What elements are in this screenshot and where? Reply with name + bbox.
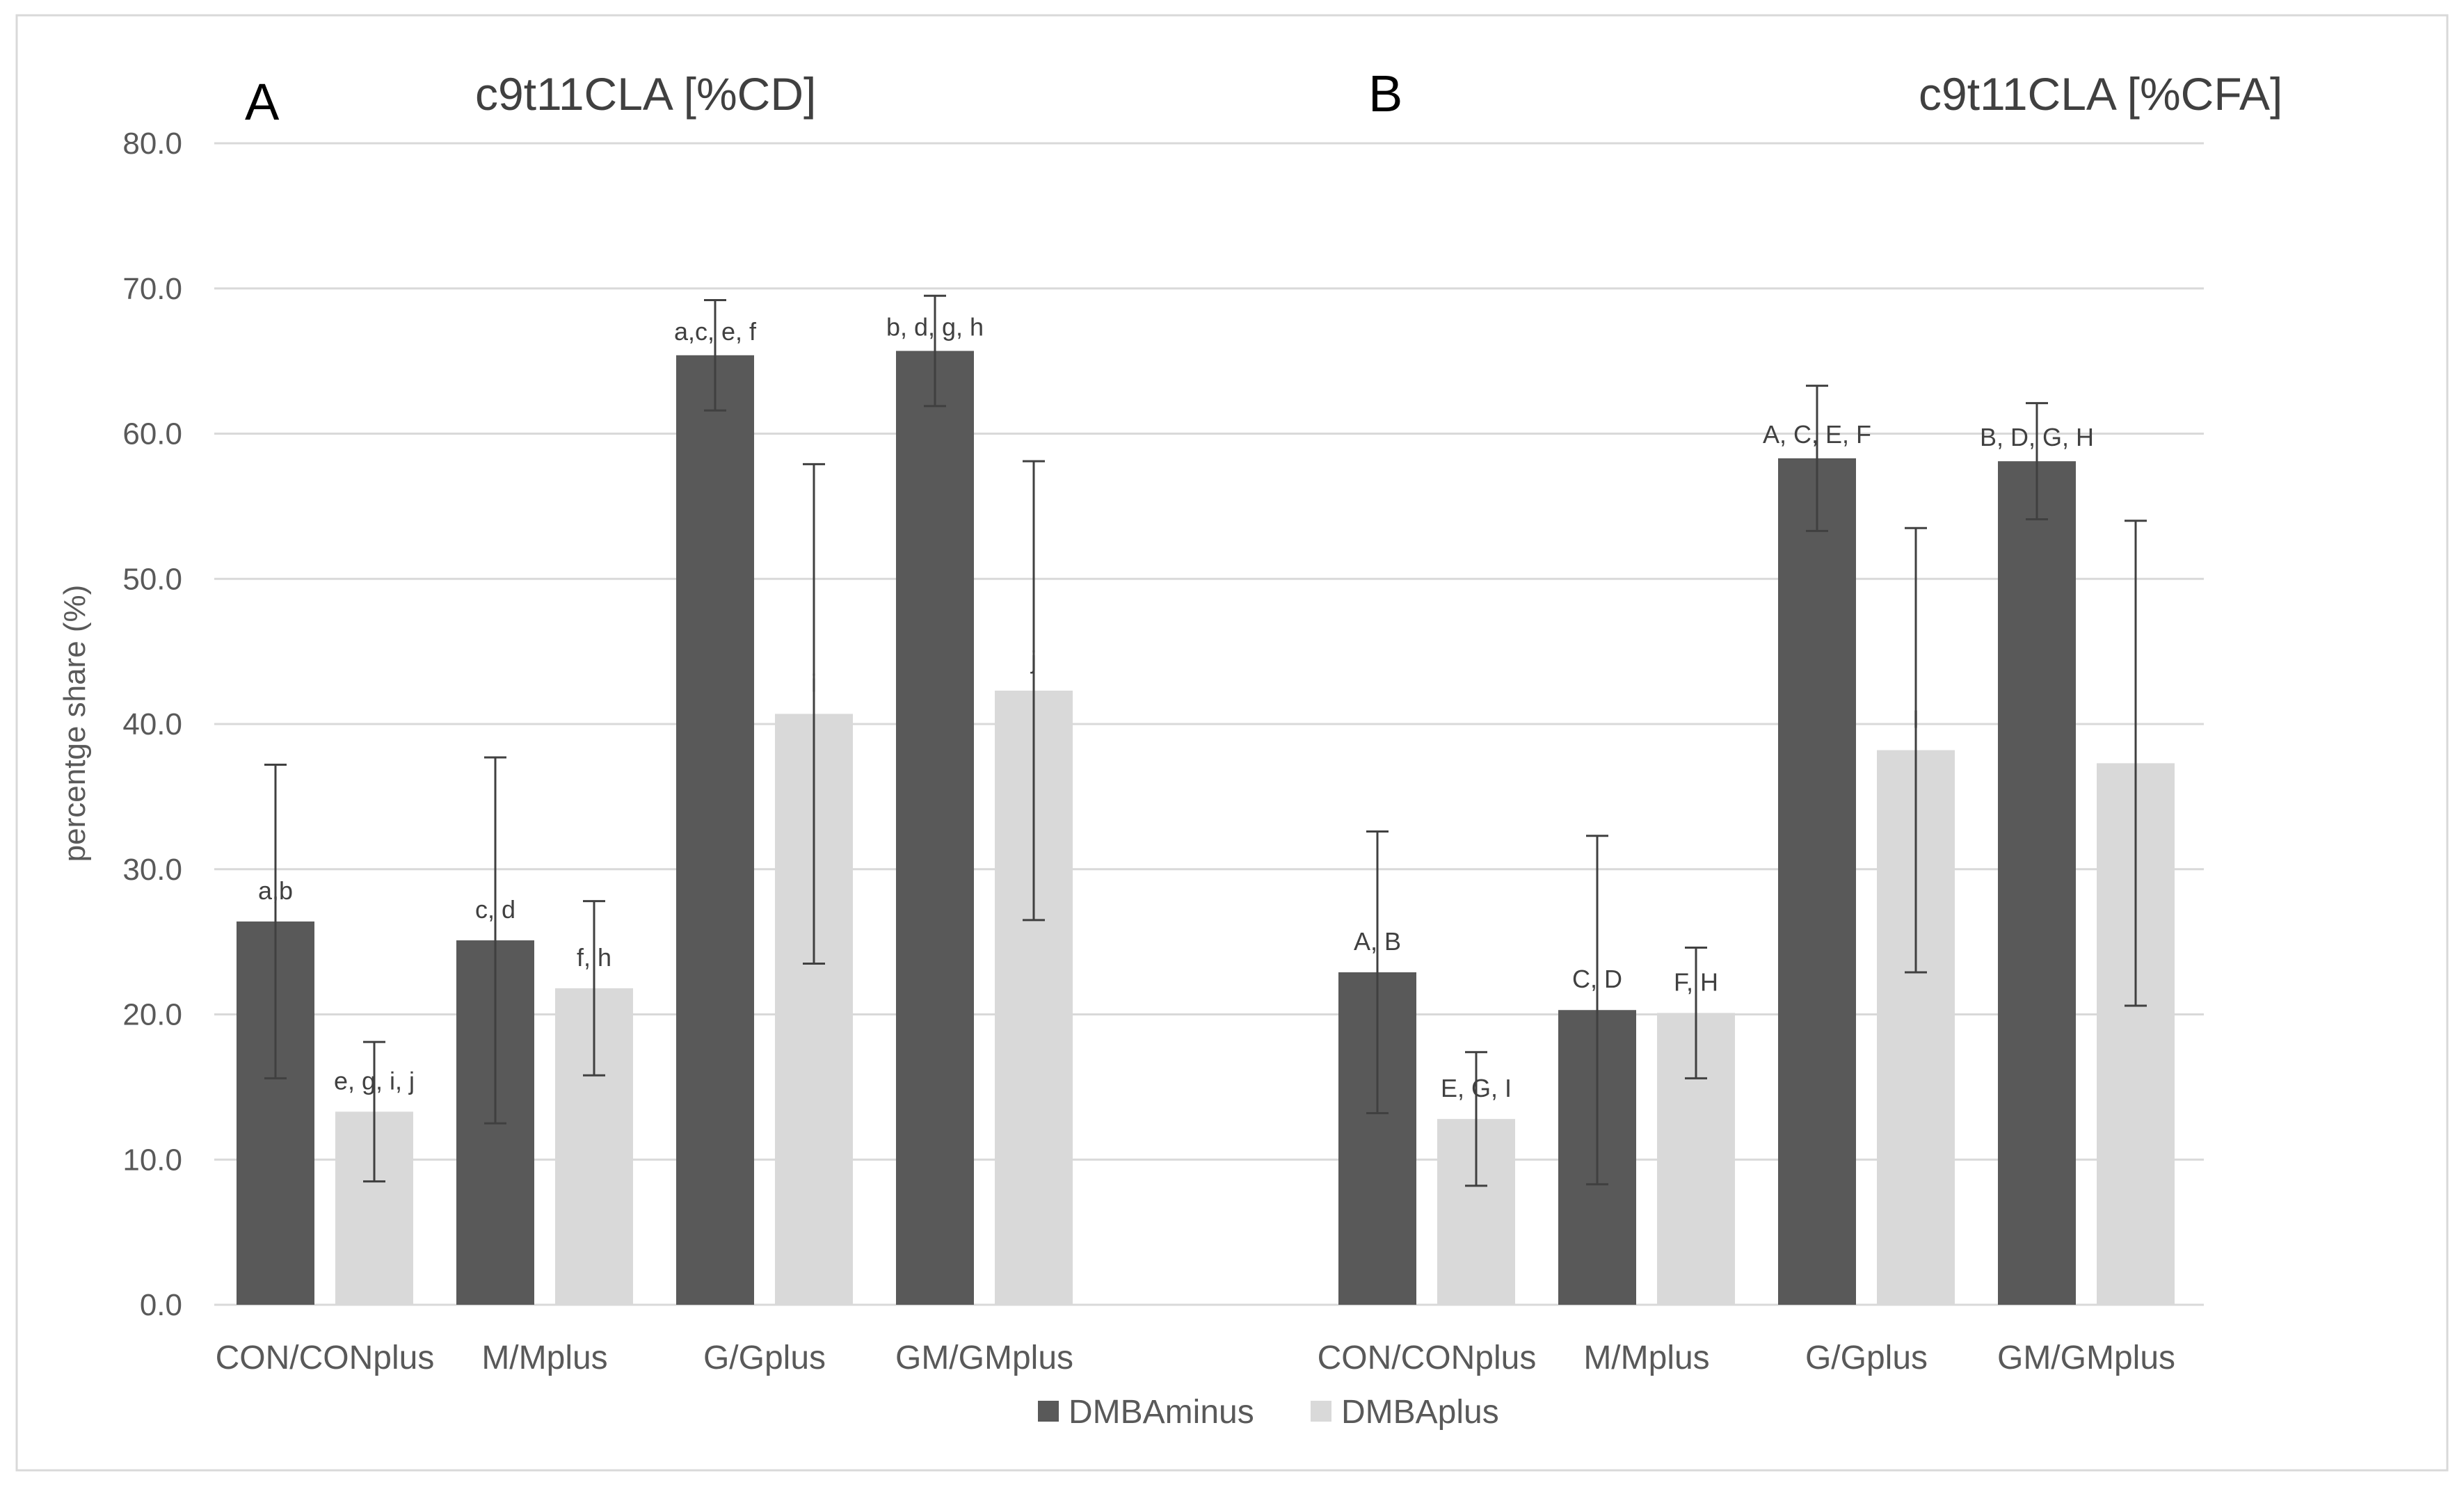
y-tick-label: 30.0: [122, 853, 182, 887]
legend-swatch-dmbaplus: [1311, 1401, 1331, 1422]
panel-title-b: c9t11CLA [%CFA]: [1919, 68, 2282, 120]
y-tick-label: 20.0: [122, 998, 182, 1032]
bar: [676, 355, 754, 1305]
significance-label: f, h: [577, 943, 611, 972]
significance-label: a,c, e, f: [674, 317, 757, 346]
legend: DMBAminus DMBAplus: [1038, 1394, 1499, 1431]
category-label: GM/GMplus: [1997, 1340, 2175, 1376]
y-tick-label: 40.0: [122, 707, 182, 741]
significance-label: A, C, E, F: [1763, 420, 1871, 449]
y-tick-label: 10.0: [122, 1143, 182, 1177]
significance-label: a,b: [258, 876, 293, 905]
y-axis-label: percentge share (%): [58, 585, 92, 862]
y-axis: 0.0 10.0 20.0 30.0 40.0 50.0 60.0 70.0 80.0: [122, 127, 182, 1322]
bar: [1998, 461, 2076, 1305]
significance-label: c, d: [475, 895, 515, 924]
significance-label: A, B: [1354, 927, 1401, 956]
y-tick-label: 80.0: [122, 127, 182, 161]
y-tick-label: 60.0: [122, 417, 182, 451]
significance-label: F, H: [1674, 967, 1718, 996]
legend-label-dmbaminus: DMBAminus: [1069, 1394, 1254, 1431]
y-tick-label: 70.0: [122, 272, 182, 306]
significance-label: b, d, g, h: [886, 313, 984, 341]
significance-label: B, D, G, H: [1980, 423, 2094, 451]
y-tick-label: 0.0: [140, 1288, 182, 1322]
significance-label: E, G, I: [1441, 1074, 1512, 1102]
legend-swatch-dmbaminus: [1038, 1401, 1059, 1422]
category-label: M/Mplus: [481, 1340, 607, 1376]
significance-label: I: [1912, 705, 1919, 734]
panel-label-a: A: [245, 73, 280, 131]
significance-label: C, D: [1572, 965, 1622, 993]
category-labels: CON/CONplus M/Mplus G/Gplus GM/GMplus CON/CO…: [216, 1340, 2175, 1376]
panel-title-a: c9t11CLA [%CD]: [475, 68, 816, 120]
y-tick-label: 50.0: [122, 562, 182, 596]
bar: [1778, 458, 1856, 1305]
category-label: CON/CONplus: [216, 1340, 435, 1376]
gridlines: [214, 142, 2204, 1306]
error-bars: [264, 294, 2147, 1187]
panel-label-b: B: [1368, 65, 1402, 122]
category-label: M/Mplus: [1583, 1340, 1709, 1376]
significance-label: i: [811, 668, 817, 697]
category-label: G/Gplus: [1805, 1340, 1928, 1376]
category-label: G/Gplus: [703, 1340, 826, 1376]
legend-label-dmbaplus: DMBAplus: [1341, 1394, 1499, 1431]
category-label: CON/CONplus: [1318, 1340, 1537, 1376]
significance-label: e, g, i, j: [334, 1066, 415, 1095]
bar: [896, 351, 974, 1305]
significance-label: j: [1030, 645, 1037, 674]
significance-labels: a,b e, g, i, j c, d f, h a,c, e, f i b, d, g, …: [258, 313, 2094, 1102]
category-label: GM/GMplus: [895, 1340, 1073, 1376]
